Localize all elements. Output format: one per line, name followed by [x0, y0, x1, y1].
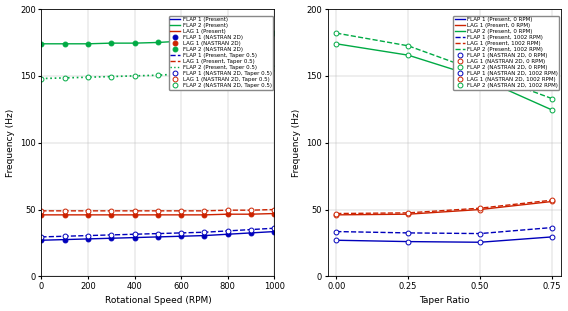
Legend: FLAP 1 (Present, 0 RPM), LAG 1 (Present, 0 RPM), FLAP 2 (Present, 0 RPM), FLAP 1: FLAP 1 (Present, 0 RPM), LAG 1 (Present,… [453, 16, 559, 90]
X-axis label: Taper Ratio: Taper Ratio [419, 296, 469, 305]
Y-axis label: Frequency (Hz): Frequency (Hz) [292, 109, 301, 177]
X-axis label: Rotational Speed (RPM): Rotational Speed (RPM) [105, 296, 211, 305]
Y-axis label: Frequency (Hz): Frequency (Hz) [6, 109, 15, 177]
Legend: FLAP 1 (Present), FLAP 2 (Present), LAG 1 (Present), FLAP 1 (NASTRAN 2D), LAG 1 : FLAP 1 (Present), FLAP 2 (Present), LAG … [169, 16, 273, 90]
